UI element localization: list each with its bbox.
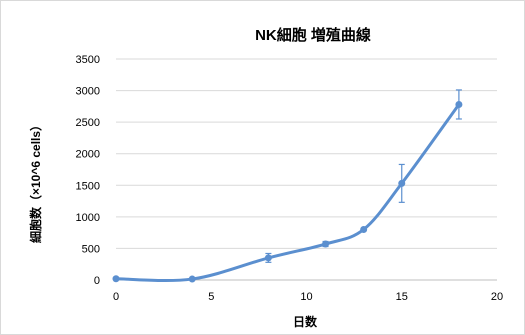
x-tick-label: 10 [300,291,312,303]
series-line [115,103,461,283]
y-tick-label: 2000 [76,149,100,161]
y-tick-label: 1000 [76,212,100,224]
y-axis-label: 細胞数（×10^6 cells） [28,119,43,243]
data-point [188,275,196,283]
y-tick-label: 3000 [76,86,100,98]
x-tick-label: 0 [113,291,119,303]
y-tick-label: 0 [94,275,100,287]
data-point [264,254,272,262]
chart-title: NK細胞 増殖曲線 [255,26,371,44]
series-group [112,89,463,283]
x-tick-label: 15 [396,291,408,303]
y-tick-label: 3500 [76,54,100,66]
data-point [112,275,120,283]
data-point [360,225,368,233]
data-point [322,240,330,248]
data-point [455,100,463,108]
data-point [398,179,406,187]
y-tick-label: 1500 [76,180,100,192]
x-axis-label: 日数 [293,314,318,329]
x-tick-label: 5 [208,291,214,303]
x-tick-label: 20 [491,291,503,303]
gridlines [116,58,497,281]
y-tick-labels: 0 500 1000 1500 2000 2500 3000 3500 [76,54,100,287]
y-tick-label: 2500 [76,117,100,129]
x-tick-labels: 0 5 10 15 20 [113,291,503,303]
y-tick-label: 500 [82,243,100,255]
